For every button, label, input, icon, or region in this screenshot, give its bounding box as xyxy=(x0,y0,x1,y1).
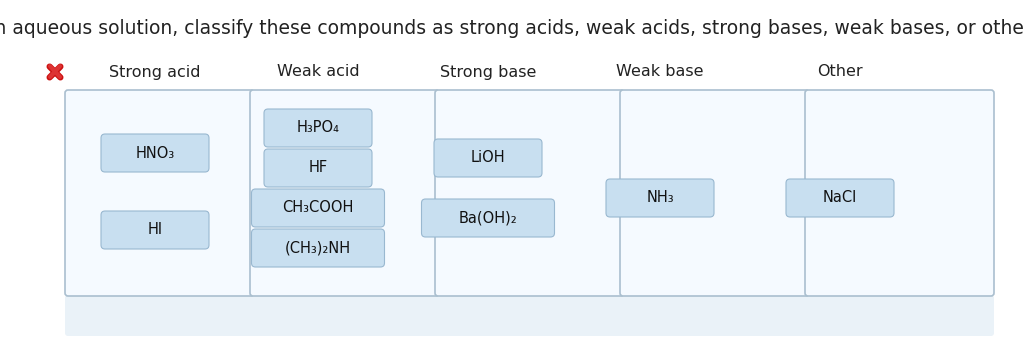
FancyBboxPatch shape xyxy=(264,109,372,147)
Text: NH₃: NH₃ xyxy=(646,191,674,206)
Text: CH₃COOH: CH₃COOH xyxy=(283,200,353,215)
Text: LiOH: LiOH xyxy=(471,150,505,165)
Text: Ba(OH)₂: Ba(OH)₂ xyxy=(459,210,517,225)
FancyBboxPatch shape xyxy=(65,295,994,336)
FancyBboxPatch shape xyxy=(252,189,384,227)
FancyBboxPatch shape xyxy=(435,90,624,296)
Text: In aqueous solution, classify these compounds as strong acids, weak acids, stron: In aqueous solution, classify these comp… xyxy=(0,18,1024,37)
FancyBboxPatch shape xyxy=(422,199,555,237)
FancyBboxPatch shape xyxy=(101,134,209,172)
Text: Weak base: Weak base xyxy=(616,65,703,80)
Text: (CH₃)₂NH: (CH₃)₂NH xyxy=(285,240,351,255)
Text: HF: HF xyxy=(308,161,328,176)
FancyBboxPatch shape xyxy=(805,90,994,296)
FancyBboxPatch shape xyxy=(620,90,809,296)
FancyBboxPatch shape xyxy=(101,211,209,249)
Text: Weak acid: Weak acid xyxy=(276,65,359,80)
FancyBboxPatch shape xyxy=(434,139,542,177)
Text: HI: HI xyxy=(147,223,163,238)
Text: Strong acid: Strong acid xyxy=(110,65,201,80)
FancyBboxPatch shape xyxy=(252,229,384,267)
FancyBboxPatch shape xyxy=(65,90,254,296)
FancyBboxPatch shape xyxy=(606,179,714,217)
Text: Strong base: Strong base xyxy=(440,65,537,80)
FancyBboxPatch shape xyxy=(786,179,894,217)
Text: HNO₃: HNO₃ xyxy=(135,146,175,161)
Text: H₃PO₄: H₃PO₄ xyxy=(297,120,339,135)
Text: NaCl: NaCl xyxy=(823,191,857,206)
FancyBboxPatch shape xyxy=(250,90,439,296)
Text: Other: Other xyxy=(817,65,863,80)
FancyBboxPatch shape xyxy=(264,149,372,187)
